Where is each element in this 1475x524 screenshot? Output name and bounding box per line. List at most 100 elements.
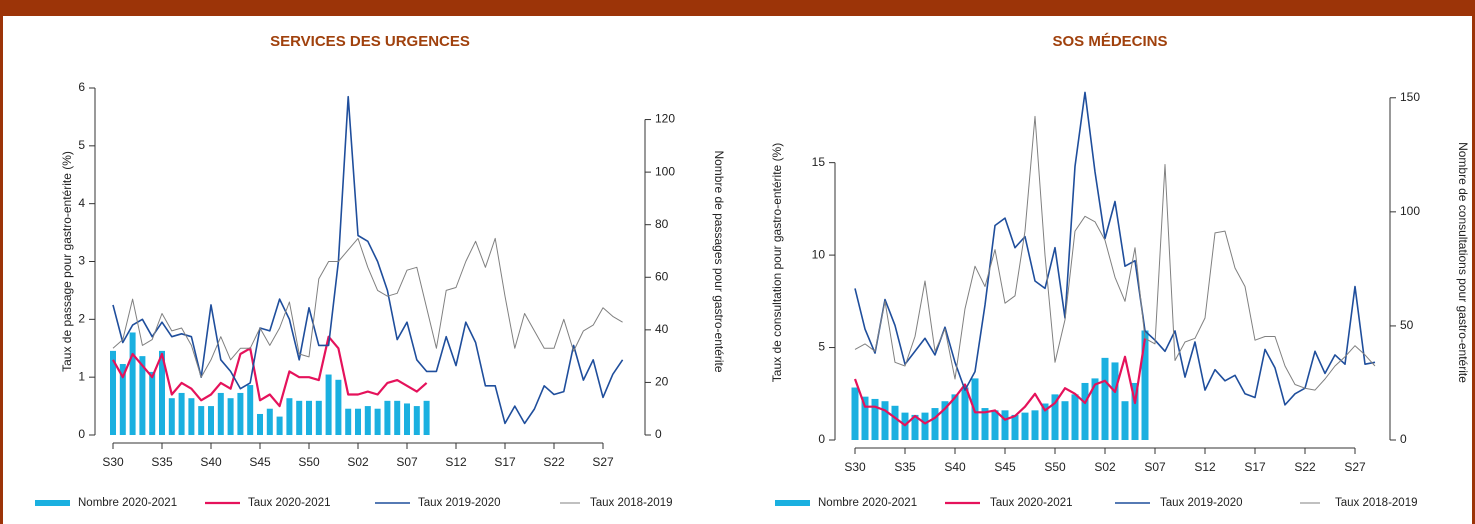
bar xyxy=(306,400,312,435)
bar xyxy=(961,387,969,440)
bar xyxy=(257,413,263,435)
chart-title: SOS MÉDECINS xyxy=(1052,33,1167,50)
y-axis-title: Taux de passage pour gastro-entérite (%) xyxy=(60,151,74,372)
bar xyxy=(1061,401,1069,440)
bar xyxy=(345,408,352,435)
bar xyxy=(178,392,185,435)
chart-title: SERVICES DES URGENCES xyxy=(270,33,470,50)
x-tick-label: S45 xyxy=(994,460,1016,474)
x-tick-label: S45 xyxy=(249,455,271,469)
series-line xyxy=(854,91,1376,406)
bar xyxy=(286,398,293,435)
bar xyxy=(384,400,391,435)
bar xyxy=(1121,401,1129,440)
y2-axis-title: Nombre de passages pour gastro-entérite xyxy=(712,150,726,372)
bar xyxy=(208,406,214,435)
bar xyxy=(315,400,322,435)
y-tick-label: 6 xyxy=(78,80,85,94)
bar xyxy=(951,394,959,440)
y2-tick-label: 100 xyxy=(655,164,675,178)
bar xyxy=(931,408,939,440)
bar xyxy=(1041,403,1049,440)
header-bar xyxy=(0,0,1475,16)
series-line xyxy=(112,237,623,378)
bar xyxy=(861,396,869,440)
bar xyxy=(198,406,205,435)
bar xyxy=(129,332,136,435)
bar xyxy=(119,364,126,435)
y2-tick-label: 100 xyxy=(1400,204,1420,218)
y2-tick-label: 120 xyxy=(655,112,675,126)
y-tick-label: 2 xyxy=(78,312,85,326)
bar xyxy=(374,408,381,435)
x-tick-label: S40 xyxy=(944,460,966,474)
bar xyxy=(247,385,254,435)
legend-label: Taux 2019-2020 xyxy=(418,497,500,509)
series-line xyxy=(853,338,1147,427)
y2-axis-title: Nombre de consultations pour gastro-enté… xyxy=(1456,142,1470,383)
x-tick-label: S27 xyxy=(1344,460,1366,474)
x-tick-label: S35 xyxy=(151,455,173,469)
x-tick-label: S07 xyxy=(1144,460,1166,474)
bar xyxy=(991,410,999,440)
bar xyxy=(159,350,165,435)
legend-label: Taux 2018-2019 xyxy=(590,497,672,509)
x-tick-label: S50 xyxy=(1044,460,1066,474)
y-tick-label: 1 xyxy=(78,369,85,383)
x-tick-label: S40 xyxy=(200,455,222,469)
legend-label: Taux 2019-2020 xyxy=(1160,497,1242,509)
bar xyxy=(188,398,195,435)
bar xyxy=(851,387,859,440)
bar xyxy=(881,401,889,440)
bar xyxy=(941,401,949,440)
x-tick-label: S50 xyxy=(298,455,320,469)
series-line xyxy=(112,335,428,408)
bar xyxy=(1111,362,1119,440)
y-tick-label: 0 xyxy=(78,427,85,441)
x-tick-label: S07 xyxy=(396,455,418,469)
y2-tick-label: 60 xyxy=(655,269,669,283)
bar xyxy=(364,406,371,435)
legend-label: Taux 2020-2021 xyxy=(990,497,1072,509)
legend-label: Nombre 2020-2021 xyxy=(78,497,177,509)
x-tick-label: S12 xyxy=(445,455,467,469)
x-tick-label: S35 xyxy=(894,460,916,474)
x-tick-label: S27 xyxy=(592,455,614,469)
x-tick-label: S02 xyxy=(347,455,369,469)
x-tick-label: S30 xyxy=(102,455,124,469)
bar xyxy=(1071,394,1079,440)
bar xyxy=(168,398,175,435)
y-tick-label: 3 xyxy=(78,254,85,268)
bar xyxy=(237,392,244,435)
bar xyxy=(1091,378,1099,440)
legend-swatch xyxy=(775,500,810,506)
y2-tick-label: 80 xyxy=(655,217,669,231)
legend-label: Taux 2020-2021 xyxy=(248,497,330,509)
y2-tick-label: 0 xyxy=(1400,432,1407,446)
bar xyxy=(901,412,909,440)
y-tick-label: 5 xyxy=(818,340,825,354)
bar xyxy=(981,408,989,440)
bar xyxy=(404,403,410,435)
bar xyxy=(335,379,342,435)
frame-right xyxy=(1472,0,1475,524)
bar xyxy=(1021,412,1029,440)
bar xyxy=(891,405,899,440)
bar xyxy=(1011,414,1019,440)
y2-tick-label: 40 xyxy=(655,322,669,336)
bar xyxy=(110,350,116,435)
y-tick-label: 4 xyxy=(78,196,85,210)
series-line xyxy=(112,95,624,425)
x-tick-label: S17 xyxy=(1244,460,1266,474)
y-tick-label: 5 xyxy=(78,138,85,152)
y2-tick-label: 0 xyxy=(655,427,662,441)
y2-tick-label: 20 xyxy=(655,375,669,389)
y-axis-title: Taux de consultation pour gastro-entérit… xyxy=(770,143,784,382)
bar xyxy=(911,414,919,440)
bar xyxy=(1031,410,1039,440)
bar xyxy=(149,371,156,435)
x-tick-label: S12 xyxy=(1194,460,1216,474)
x-tick-label: S02 xyxy=(1094,460,1116,474)
bar xyxy=(1081,382,1089,440)
